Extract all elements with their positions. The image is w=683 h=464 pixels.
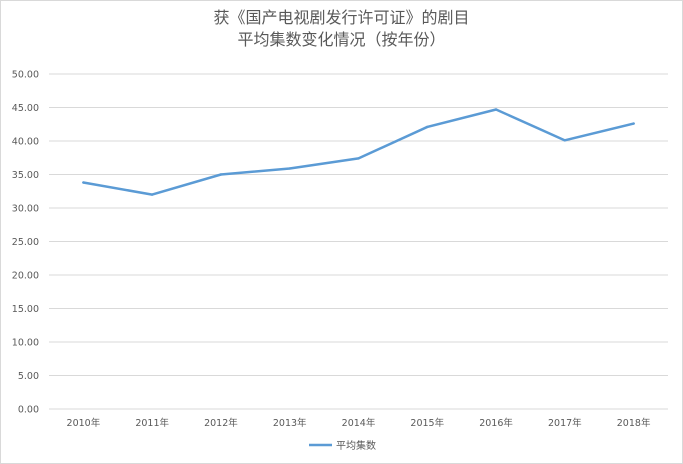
x-axis: 2010年 2011年 2012年 2013年 2014年 2015年 2016年 2017年… [67, 417, 651, 429]
data-point [357, 157, 360, 160]
data-point [288, 167, 291, 170]
x-tick-label: 2010年 [67, 417, 101, 429]
data-point [563, 139, 567, 142]
y-tick-label: 35.00 [12, 170, 39, 181]
data-point [494, 108, 498, 111]
x-tick-label: 2013年 [273, 417, 307, 429]
data-point [82, 181, 85, 184]
series-line [82, 108, 635, 196]
data-point [632, 122, 635, 125]
x-tick-label: 2015年 [410, 417, 444, 429]
y-tick-label: 20.00 [12, 271, 39, 282]
x-tick-label: 2012年 [204, 417, 238, 429]
data-point [219, 173, 223, 176]
y-tick-label: 30.00 [12, 204, 39, 215]
data-point [150, 193, 154, 196]
series-layer [82, 108, 635, 196]
chart-title-line-2: 平均集数变化情况（按年份） [237, 30, 446, 49]
y-tick-label: 5.00 [18, 371, 39, 382]
gridlines [49, 73, 668, 410]
y-tick-label: 10.00 [12, 338, 39, 349]
chart-title-line-1: 获《国产电视剧发行许可证》的剧目 [213, 8, 470, 27]
x-tick-label: 2016年 [479, 417, 513, 429]
data-point [426, 125, 429, 129]
y-tick-label: 15.00 [12, 304, 39, 315]
chart-title: 获《国产电视剧发行许可证》的剧目 平均集数变化情况（按年份） [1, 7, 682, 51]
x-tick-label: 2011年 [135, 417, 169, 429]
y-tick-label: 50.00 [12, 70, 39, 81]
y-tick-label: 45.00 [12, 103, 39, 114]
legend: 平均集数 [309, 439, 376, 452]
legend-label: 平均集数 [336, 439, 376, 452]
x-tick-label: 2018年 [617, 417, 651, 429]
y-tick-label: 0.00 [18, 405, 39, 416]
y-tick-label: 40.00 [12, 137, 39, 148]
y-tick-label: 25.00 [12, 237, 39, 248]
y-axis: 0.00 5.00 10.00 15.00 20.00 25.00 30.00 35.00 40… [12, 70, 39, 416]
x-tick-label: 2017年 [548, 417, 582, 429]
x-tick-label: 2014年 [342, 417, 376, 429]
